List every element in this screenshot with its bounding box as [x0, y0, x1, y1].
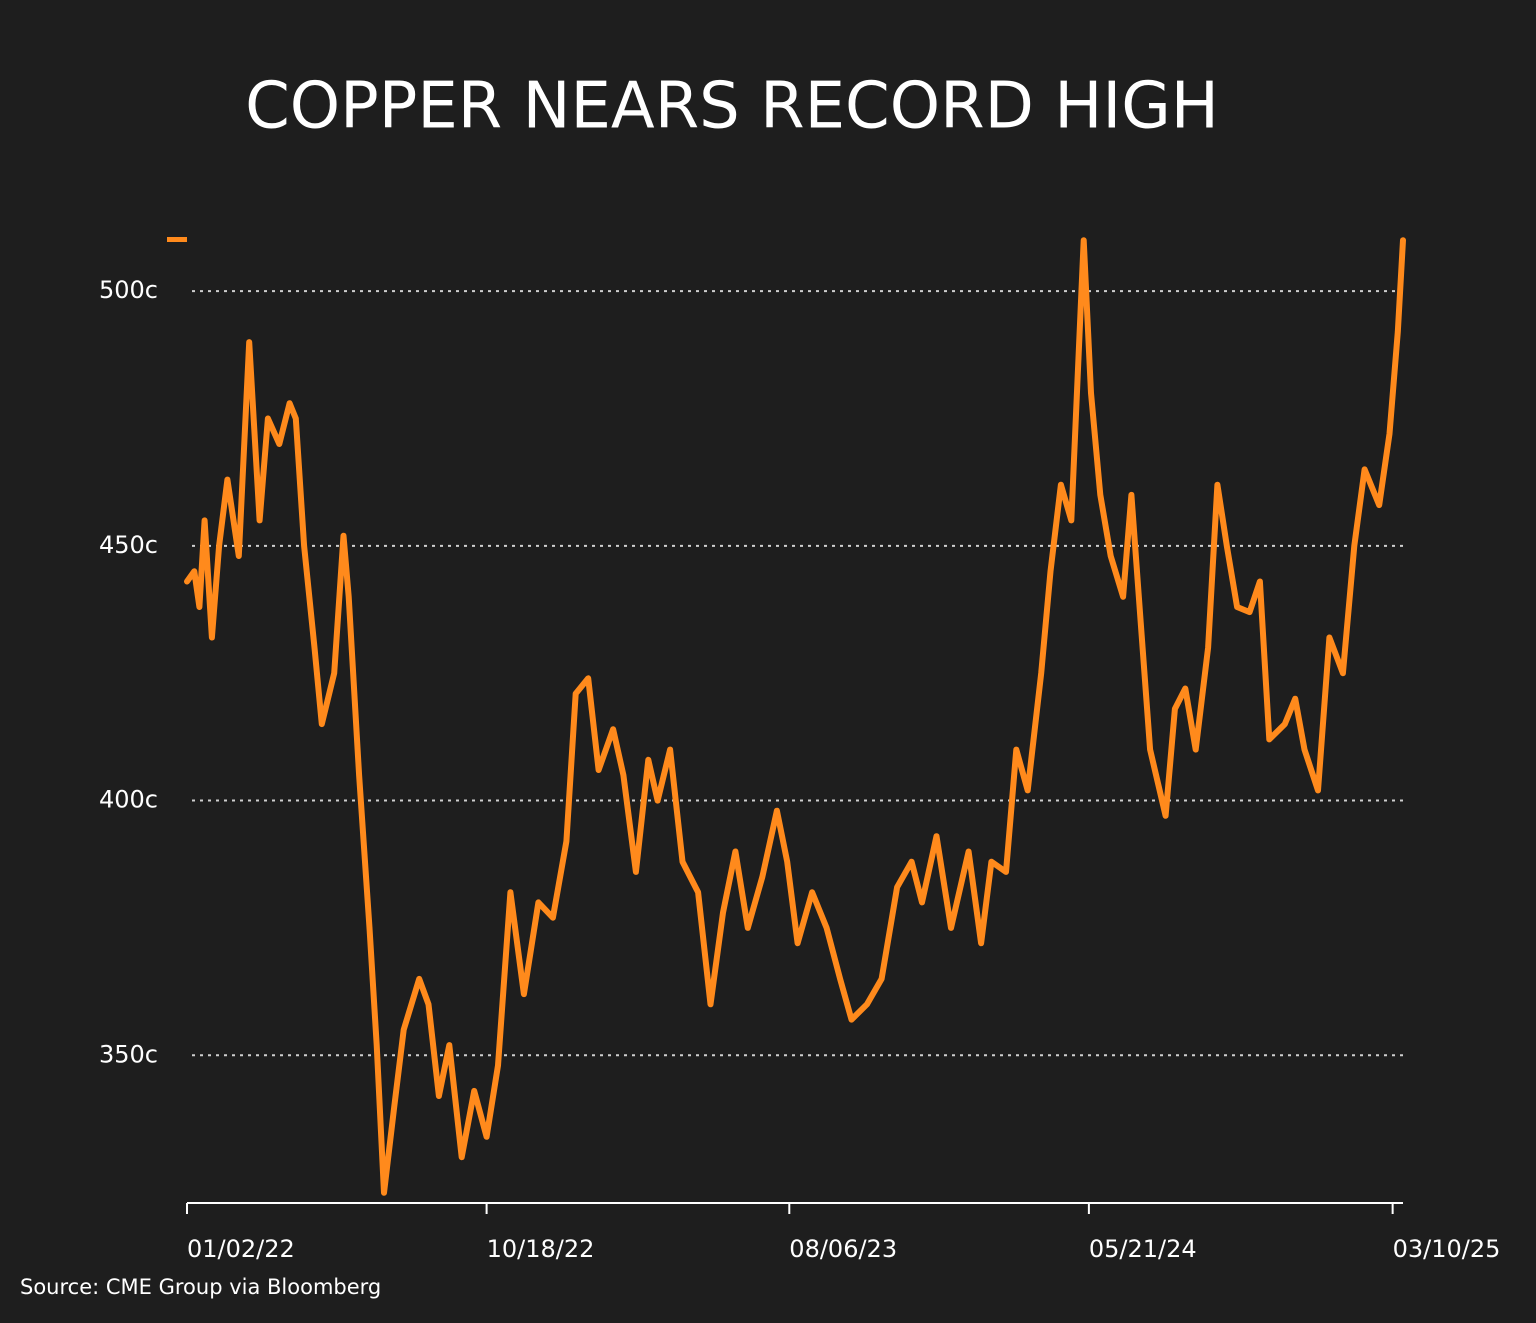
x-tick-label: 05/21/24 — [1089, 1235, 1197, 1263]
source-note: Source: CME Group via Bloomberg — [20, 1275, 381, 1299]
x-tick-label: 03/10/25 — [1393, 1235, 1501, 1263]
chart-title: COPPER NEARS RECORD HIGH — [245, 70, 1219, 144]
y-tick-label: 500c — [99, 276, 158, 304]
y-tick-label: 350c — [99, 1040, 158, 1068]
price-line — [184, 237, 1406, 1196]
legend-marker — [167, 237, 187, 242]
y-tick-label: 450c — [99, 531, 158, 559]
x-tick-label: 10/18/22 — [487, 1235, 595, 1263]
y-tick-label: 400c — [99, 786, 158, 814]
x-tick-label: 01/02/22 — [187, 1235, 295, 1263]
x-tick-label: 08/06/23 — [789, 1235, 897, 1263]
